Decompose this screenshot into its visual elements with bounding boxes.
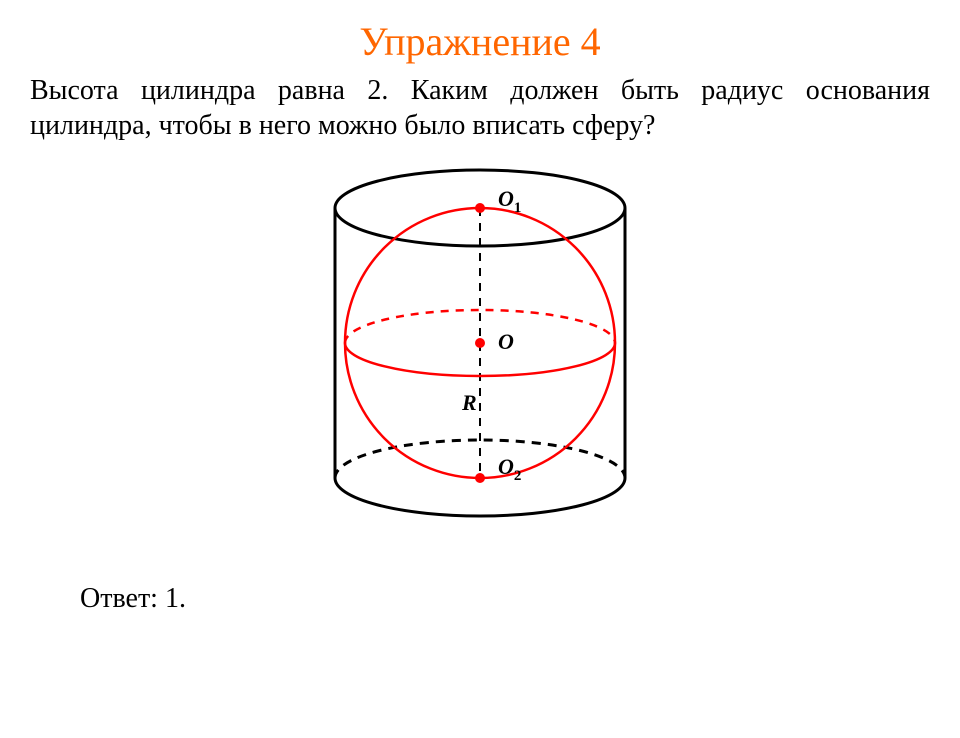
cylinder-sphere-figure: O1OO2R [0,153,960,573]
answer-line: Ответ: 1. [80,583,960,615]
svg-text:O2: O2 [498,454,521,484]
svg-text:R: R [461,390,477,415]
answer-value: 1. [165,583,186,614]
exercise-title: Упражнение 4 [0,18,960,65]
answer-label: Ответ: [80,583,158,614]
svg-text:O: O [498,329,514,354]
diagram-svg: O1OO2R [280,153,680,533]
problem-text: Высота цилиндра равна 2. Каким должен бы… [30,73,930,143]
